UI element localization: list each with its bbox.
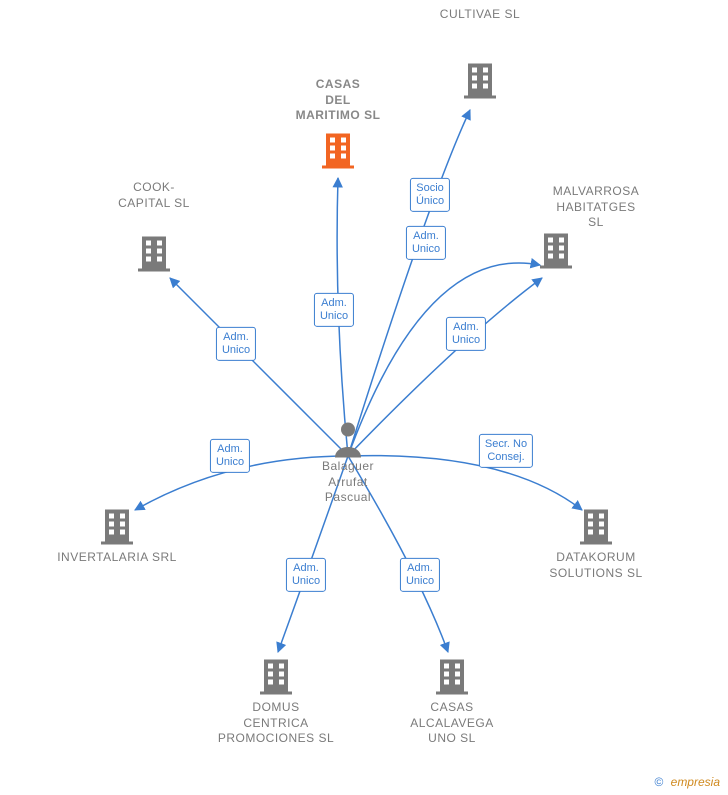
building-icon [134, 233, 174, 278]
copyright-brand: empresia [671, 775, 720, 789]
building-icon [460, 60, 500, 105]
edge-arrow [348, 456, 582, 510]
company-label: INVERTALARIA SRL [52, 550, 182, 566]
edge-label: Adm. Unico [406, 226, 446, 260]
company-label: CULTIVAE SL [415, 7, 545, 23]
company-label: CASAS DEL MARITIMO SL [273, 77, 403, 124]
edge-label: Adm. Unico [286, 558, 326, 592]
center-person-label: Balaguer Arrufat Pascual [313, 459, 383, 506]
company-label: MALVARROSA HABITATGES SL [536, 184, 656, 231]
building-icon [256, 656, 296, 701]
building-icon [536, 230, 576, 275]
company-label: DOMUS CENTRICA PROMOCIONES SL [211, 700, 341, 747]
edge-label: Secr. No Consej. [479, 434, 533, 468]
edge-label: Adm. Unico [400, 558, 440, 592]
edge-arrow [348, 110, 470, 456]
person-icon [331, 420, 365, 463]
company-label: DATAKORUM SOLUTIONS SL [531, 550, 661, 581]
building-icon [97, 506, 137, 551]
edge-label: Adm. Unico [216, 327, 256, 361]
edge-label: Adm. Unico [210, 439, 250, 473]
edge-label: Adm. Unico [314, 293, 354, 327]
building-icon [318, 130, 358, 175]
edge-label: Socio Único [410, 178, 450, 212]
company-label: CASAS ALCALAVEGA UNO SL [387, 700, 517, 747]
copyright-symbol: © [654, 775, 663, 789]
edge-label: Adm. Unico [446, 317, 486, 351]
company-label: COOK- CAPITAL SL [89, 180, 219, 211]
building-icon [432, 656, 472, 701]
building-icon [576, 506, 616, 551]
copyright: © empresia [654, 775, 720, 789]
